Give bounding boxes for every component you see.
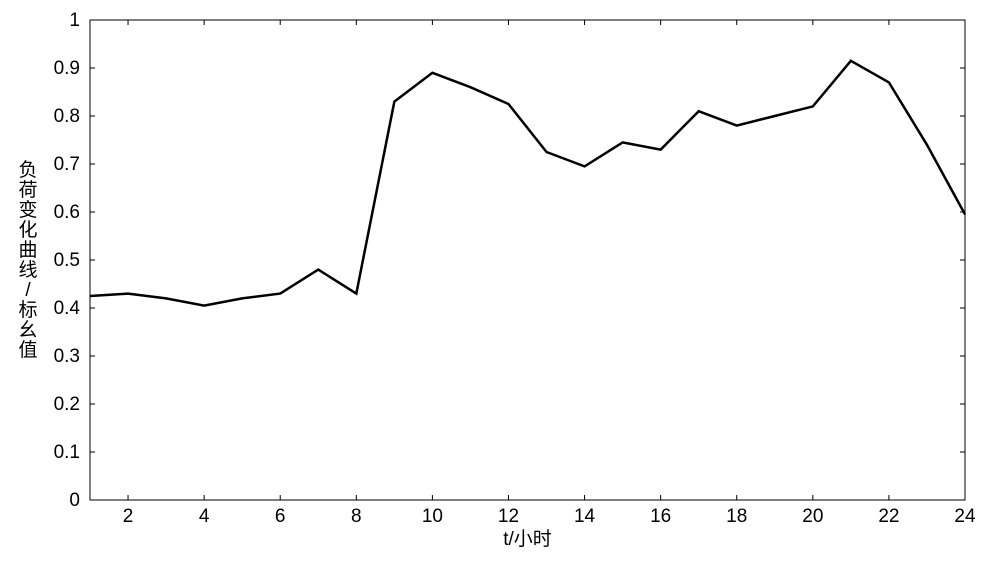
load-curve-chart: 2468101214161820222400.10.20.30.40.50.60… xyxy=(0,0,1000,571)
svg-text:0.4: 0.4 xyxy=(54,298,81,319)
svg-text:化: 化 xyxy=(18,219,37,241)
svg-text:16: 16 xyxy=(650,506,671,527)
svg-text:20: 20 xyxy=(802,506,823,527)
svg-text:0.1: 0.1 xyxy=(54,442,80,463)
svg-text:0.7: 0.7 xyxy=(54,154,80,175)
svg-text:8: 8 xyxy=(351,506,362,527)
svg-text:18: 18 xyxy=(726,506,747,527)
svg-text:14: 14 xyxy=(574,506,596,527)
svg-text:6: 6 xyxy=(275,506,286,527)
svg-text:值: 值 xyxy=(18,339,37,361)
svg-text:线: 线 xyxy=(18,259,37,281)
svg-text:0.3: 0.3 xyxy=(54,346,80,367)
svg-text:24: 24 xyxy=(954,506,976,527)
svg-text:荷: 荷 xyxy=(18,179,37,201)
svg-text:t/小时: t/小时 xyxy=(503,528,552,550)
svg-text:曲: 曲 xyxy=(18,239,37,261)
svg-text:/: / xyxy=(25,280,31,301)
svg-text:2: 2 xyxy=(123,506,134,527)
svg-text:负: 负 xyxy=(18,159,37,181)
svg-text:0: 0 xyxy=(69,490,80,511)
svg-text:0.2: 0.2 xyxy=(54,394,80,415)
svg-text:幺: 幺 xyxy=(18,319,37,341)
svg-text:12: 12 xyxy=(498,506,519,527)
svg-text:22: 22 xyxy=(878,506,899,527)
svg-text:标: 标 xyxy=(18,299,37,321)
chart-svg: 2468101214161820222400.10.20.30.40.50.60… xyxy=(0,0,1000,571)
svg-text:0.5: 0.5 xyxy=(54,250,80,271)
svg-text:4: 4 xyxy=(199,506,210,527)
svg-text:0.9: 0.9 xyxy=(54,58,80,79)
svg-text:10: 10 xyxy=(422,506,443,527)
svg-text:1: 1 xyxy=(69,10,80,31)
svg-text:变: 变 xyxy=(18,199,37,221)
svg-text:0.6: 0.6 xyxy=(54,202,80,223)
svg-text:0.8: 0.8 xyxy=(54,106,80,127)
